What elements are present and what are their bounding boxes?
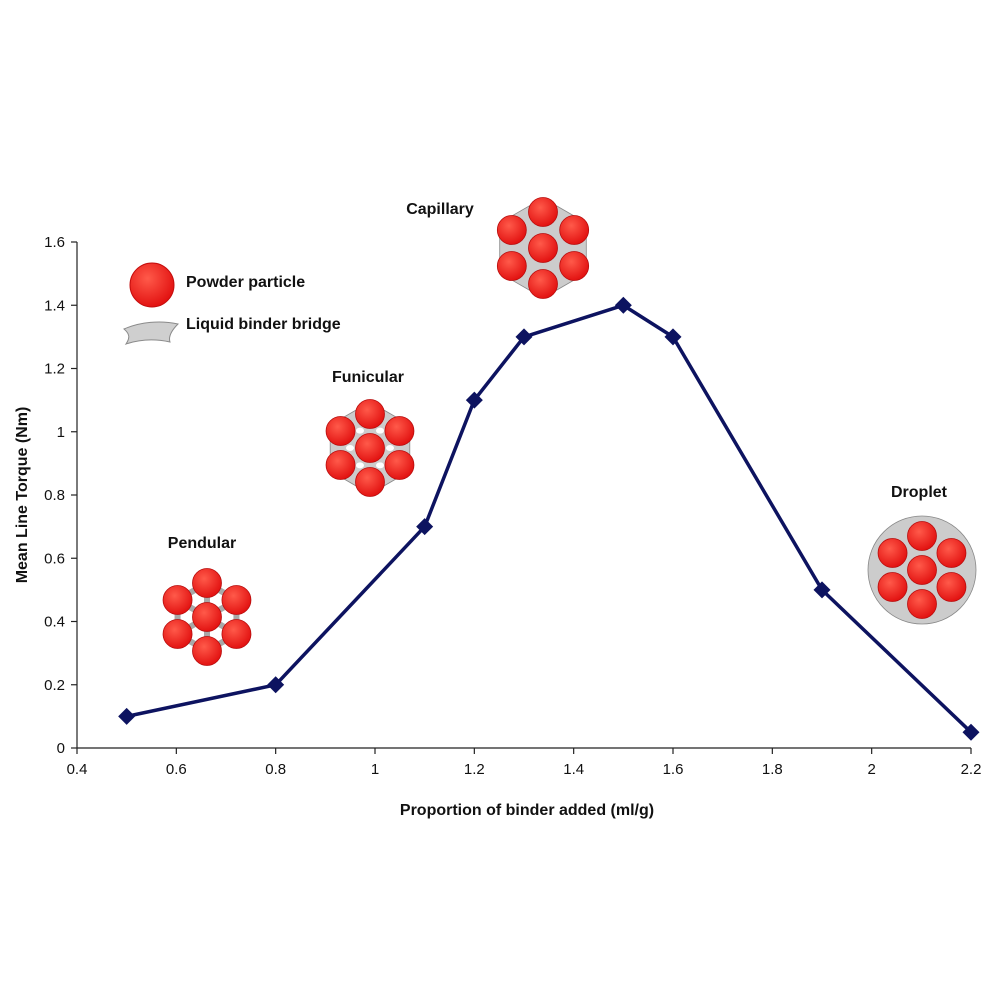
particle-circle <box>384 416 415 446</box>
particle-circle <box>192 602 222 632</box>
x-tick-label: 2.2 <box>961 761 982 778</box>
data-point-marker <box>515 328 533 346</box>
particle-circle <box>936 572 967 602</box>
particle-circle <box>877 572 908 602</box>
data-point-marker <box>465 391 483 409</box>
air-void <box>356 462 364 469</box>
particle-circle <box>192 568 222 598</box>
x-tick-label: 0.4 <box>67 761 88 778</box>
data-point-marker <box>416 518 434 536</box>
x-tick-label: 2 <box>867 761 875 778</box>
y-tick-label: 1.6 <box>44 234 65 251</box>
legend-label-powder-particle: Powder particle <box>186 274 305 291</box>
particle-circle <box>355 399 385 429</box>
y-tick-label: 1 <box>57 424 65 441</box>
particle-circle <box>162 585 193 615</box>
x-tick-label: 1.6 <box>663 761 684 778</box>
stage-label-funicular: Funicular <box>332 369 404 386</box>
x-axis-title: Proportion of binder added (ml/g) <box>400 802 654 819</box>
data-point-marker <box>267 676 285 694</box>
y-tick-label: 1.2 <box>44 361 65 378</box>
capillary-cluster-icon <box>496 197 590 299</box>
air-void <box>386 445 394 451</box>
legend: Powder particle Liquid binder bridge <box>123 262 341 345</box>
legend-label-liquid-binder-bridge: Liquid binder bridge <box>186 316 341 333</box>
particle-circle <box>221 619 252 649</box>
particle-circle <box>907 555 937 585</box>
y-tick-label: 1.4 <box>44 297 65 314</box>
particle-circle <box>221 585 252 615</box>
particle-circle <box>496 251 527 281</box>
data-point-marker <box>962 723 980 741</box>
particle-circle <box>528 233 558 263</box>
x-tick-label: 1.2 <box>464 761 485 778</box>
particle-circle <box>936 538 967 568</box>
stage-label-capillary: Capillary <box>406 201 474 218</box>
data-point-marker <box>664 328 682 346</box>
series-line <box>126 303 973 734</box>
x-tick-label: 1.4 <box>563 761 584 778</box>
x-tick-label: 0.6 <box>166 761 187 778</box>
particle-circle <box>528 197 558 227</box>
data-point-marker <box>118 707 136 725</box>
particle-circle <box>496 215 527 245</box>
stage-label-droplet: Droplet <box>891 484 948 501</box>
x-tick-label: 0.8 <box>265 761 286 778</box>
particle-circle <box>355 467 385 497</box>
particle-circle <box>559 251 590 281</box>
pendular-cluster-icon <box>162 568 252 666</box>
liquid-binder-bridge-icon <box>123 321 179 345</box>
air-void <box>376 462 384 469</box>
particle-circle <box>907 589 937 619</box>
particle-circle <box>355 433 385 463</box>
particle-circle <box>559 215 590 245</box>
powder-particle-icon <box>129 262 175 308</box>
particle-circle <box>325 416 356 446</box>
y-tick-label: 0.4 <box>44 614 65 631</box>
stage-illustrations: Pendular Funicular Capillary Droplet <box>162 197 977 666</box>
particle-circle <box>325 450 356 480</box>
particle-circle <box>907 521 937 551</box>
data-point-marker <box>813 581 831 599</box>
funicular-cluster-icon <box>325 399 415 497</box>
particle-circle <box>192 636 222 666</box>
particle-circle <box>877 538 908 568</box>
x-tick-label: 1.8 <box>762 761 783 778</box>
series-layer <box>118 296 980 741</box>
droplet-cluster-icon <box>867 515 977 625</box>
particle-circle <box>528 269 558 299</box>
stage-label-pendular: Pendular <box>168 535 236 552</box>
x-ticks: 0.4 0.6 0.8 1 1.2 1.4 1.6 1.8 2 2.2 <box>67 748 982 778</box>
data-point-marker <box>614 296 632 314</box>
y-ticks: 0 0.2 0.4 0.6 0.8 1 1.2 1.4 1.6 <box>44 234 77 757</box>
axes: 0.4 0.6 0.8 1 1.2 1.4 1.6 1.8 2 2.2 0 0.2 0.4 0.6 0.8… <box>44 234 981 778</box>
y-axis-title: Mean Line Torque (Nm) <box>14 407 31 584</box>
y-tick-label: 0 <box>57 740 65 757</box>
air-void <box>376 427 384 434</box>
air-void <box>356 427 364 434</box>
y-tick-label: 0.6 <box>44 550 65 567</box>
y-tick-label: 0.8 <box>44 487 65 504</box>
particle-circle <box>384 450 415 480</box>
particle-circle <box>162 619 193 649</box>
y-tick-label: 0.2 <box>44 677 65 694</box>
x-tick-label: 1 <box>371 761 379 778</box>
air-void <box>346 445 354 451</box>
